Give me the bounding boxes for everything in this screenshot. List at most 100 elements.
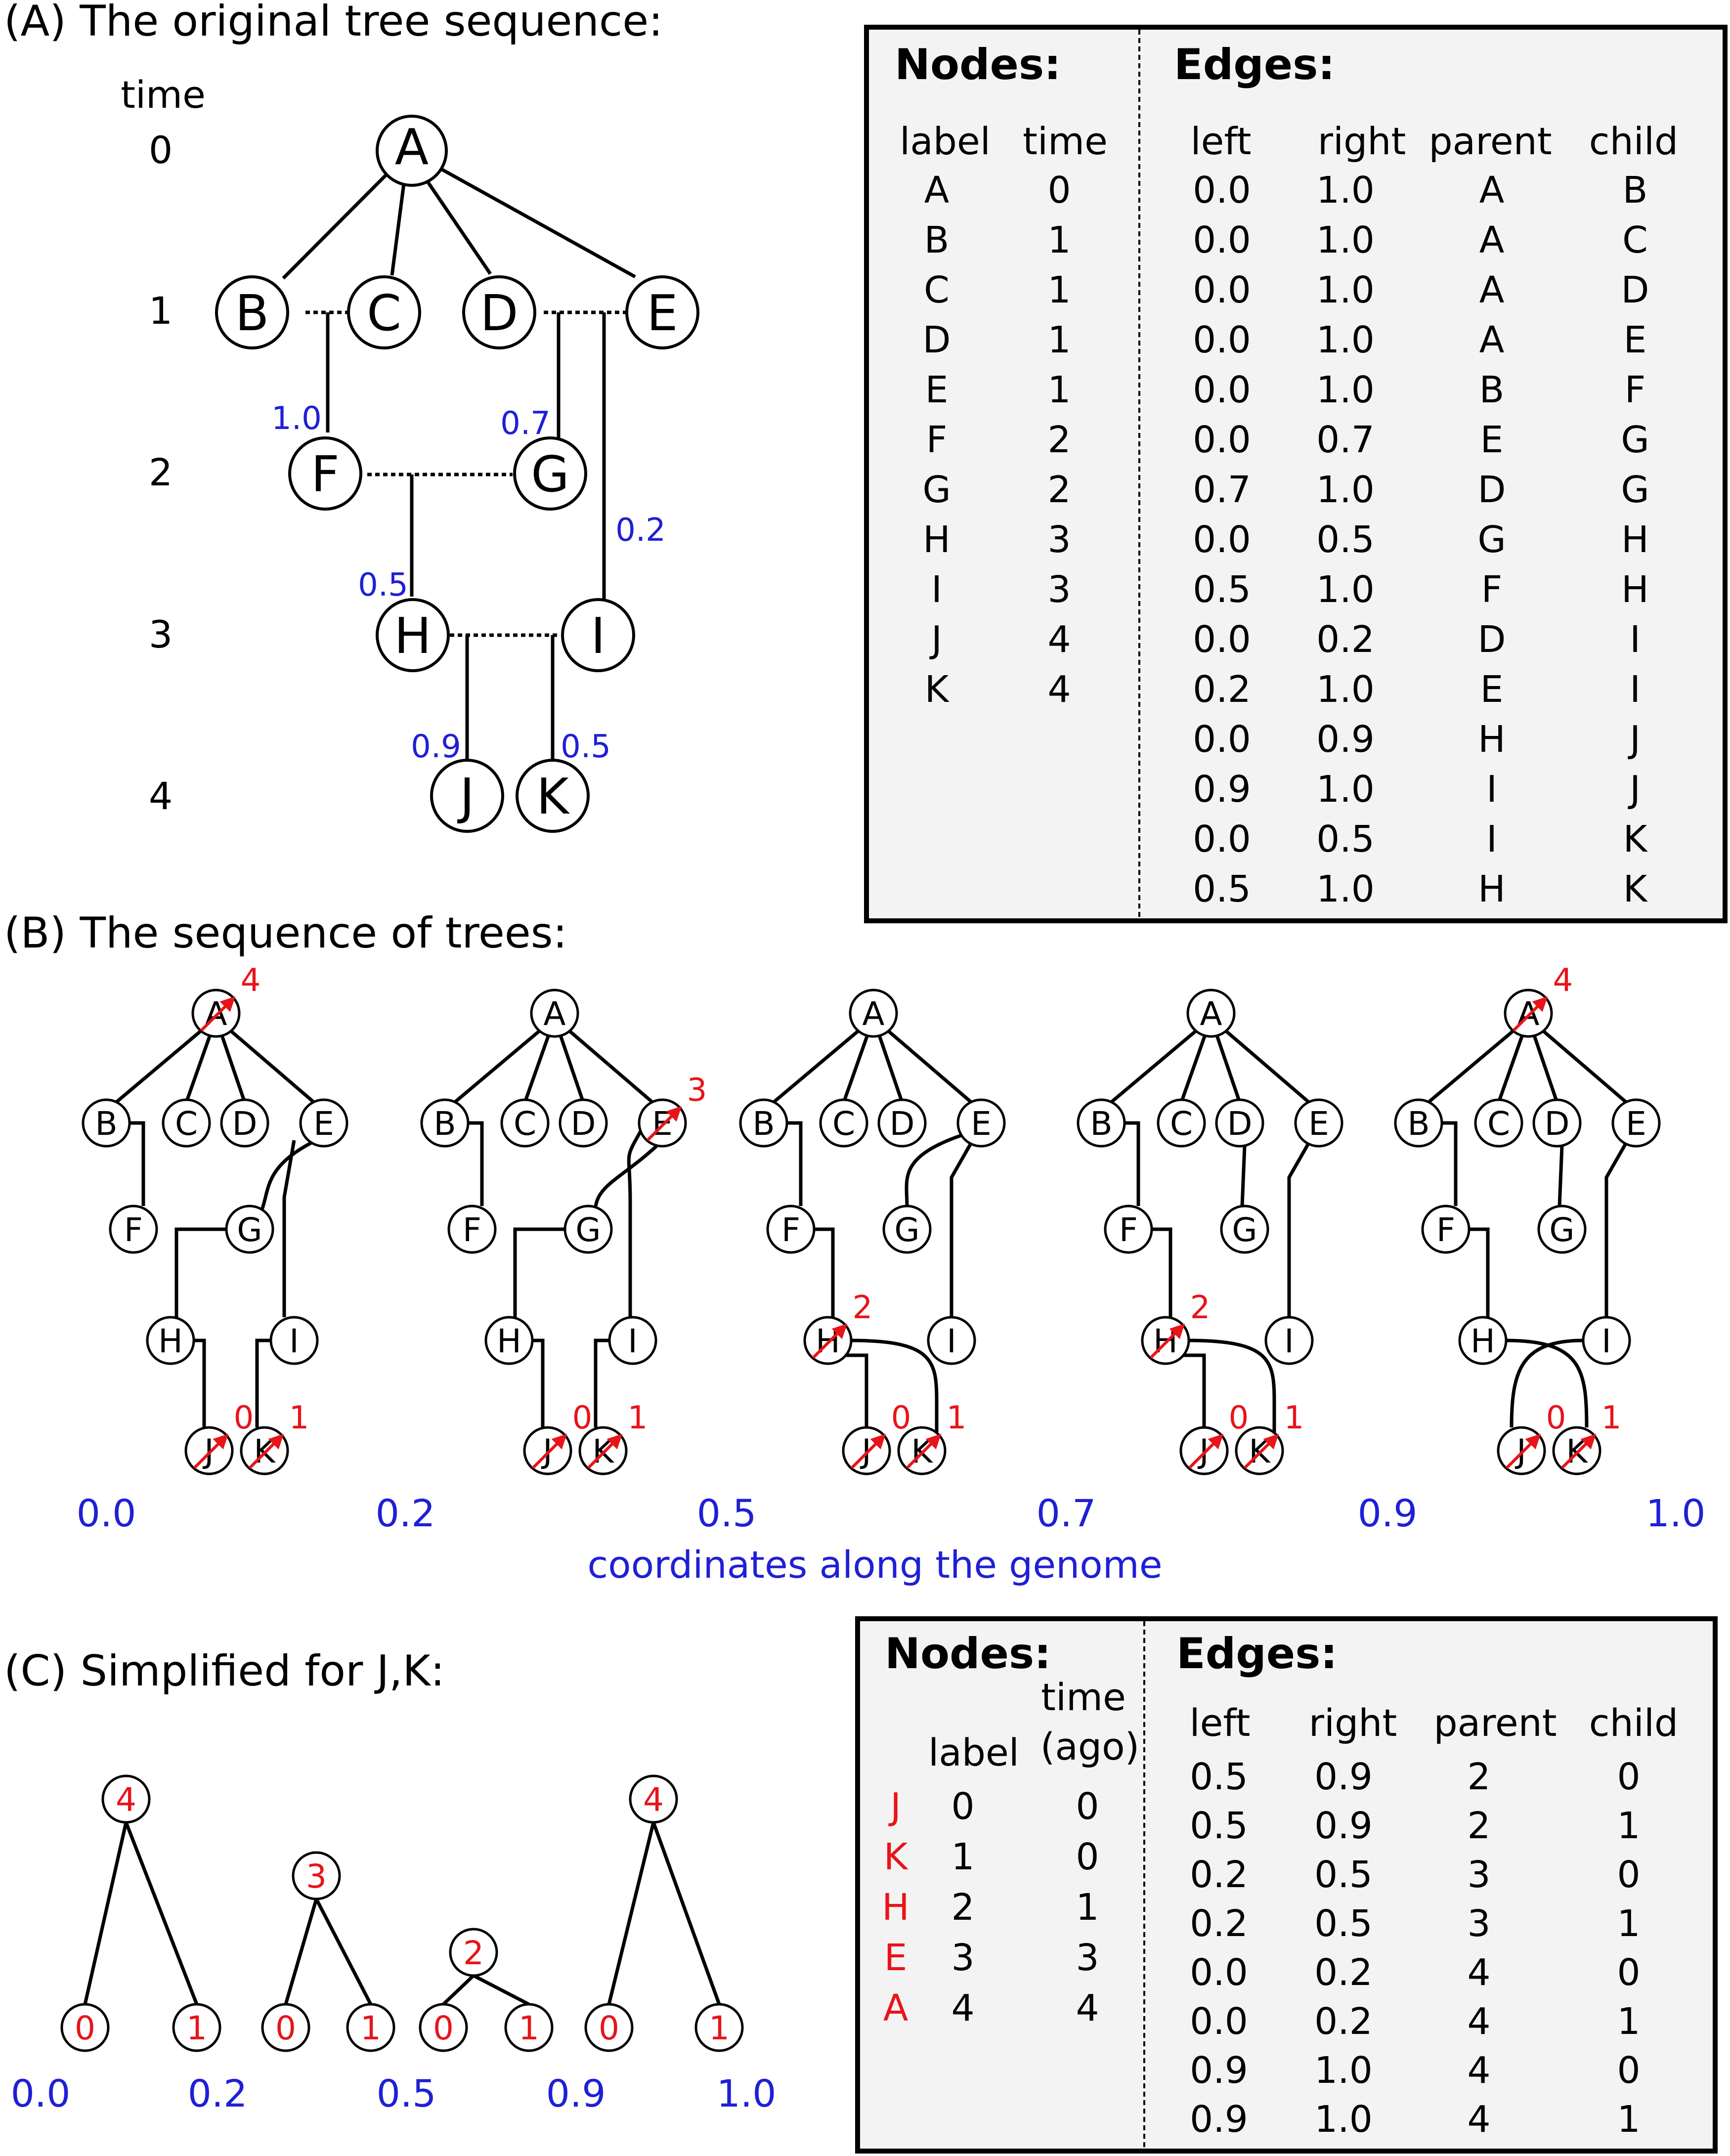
table-cell: I [1630, 618, 1641, 661]
mutation-arrow [1512, 996, 1548, 1032]
tree-edge [607, 1822, 655, 2005]
coordinate-label: 0.5 [377, 2071, 436, 2115]
genome-coordinates: 0.0 0.2 0.5 0.7 0.9 1.0 [77, 1491, 1706, 1535]
node-i: I [561, 598, 635, 672]
table-cell: 0.2 [1314, 2000, 1373, 2043]
tree-node: J [1179, 1426, 1229, 1475]
tree-node: H [1458, 1316, 1508, 1365]
tree-node-label: F [124, 1211, 143, 1249]
tree-node-label: D [890, 1105, 915, 1143]
mutation-label: 0 [1229, 1400, 1249, 1436]
breakpoint-label: 0.5 [561, 729, 611, 765]
column-header: child [1589, 1701, 1678, 1745]
table-cell: 0.0 [1193, 169, 1251, 212]
tree-node: 1 [694, 2003, 744, 2052]
tree-node: 0 [261, 2003, 310, 2052]
table-cell: 3 [1467, 1854, 1490, 1896]
tree-node: G [563, 1205, 613, 1254]
time-label: 4 [149, 774, 173, 818]
table-cell: 4 [1467, 2098, 1490, 2141]
tree-node-label: D [232, 1105, 258, 1143]
table-cell: 0 [1076, 1785, 1099, 1828]
tree-edge [1427, 1017, 1530, 1104]
tree-node: D [559, 1098, 608, 1148]
simplified-tree-3: 20 1 [419, 1928, 554, 2052]
edges-heading: Edges: [1176, 1629, 1338, 1679]
table-cell: 1.0 [1316, 319, 1375, 361]
column-header: label [900, 119, 991, 163]
table-cell: 1 [1617, 1805, 1640, 1847]
mutation-arrow [1188, 1433, 1224, 1469]
tree-node-label: 1 [360, 2009, 381, 2047]
tree-node: C [1474, 1098, 1523, 1148]
table-cell: 0.5 [1190, 1756, 1248, 1798]
table-cell: G [1621, 469, 1649, 511]
mutation-label: 0 [891, 1400, 911, 1436]
table-a: Nodes: Edges: label time left right pare… [864, 25, 1728, 923]
tree-node-label: 0 [433, 2009, 454, 2047]
mutation-arrow [193, 1433, 229, 1469]
table-cell: E [1480, 668, 1504, 711]
tree-edge [553, 1017, 654, 1104]
table-cell: 2 [1467, 1805, 1490, 1847]
node-a: A [376, 115, 448, 187]
tree-node: A [530, 989, 579, 1038]
table-cell: 0.0 [1190, 2000, 1248, 2043]
tree-5: AB C D EF GH IJ K40 1 [1394, 962, 1661, 1475]
tree-node-label: 1 [186, 2009, 207, 2047]
column-header: right [1318, 119, 1406, 163]
table-cell: 0.0 [1193, 518, 1251, 561]
svg-text:D: D [480, 284, 518, 342]
node-j: J [430, 759, 504, 833]
tree-node: 0 [419, 2003, 468, 2052]
table-cell: J [1628, 768, 1641, 811]
table-cell: H [1478, 718, 1506, 761]
tree-edge [814, 1227, 835, 1317]
tree-edge [314, 1898, 373, 2005]
table-cell: G [1621, 419, 1649, 461]
tree-node-label: 3 [306, 1857, 327, 1896]
table-cell: 1 [1617, 2098, 1640, 2141]
column-header: (ago) [1040, 1725, 1140, 1768]
simplified-tree-1: 4 0 1 [60, 1774, 221, 2052]
tree-node: 0 [584, 2003, 634, 2052]
tree-node: J [184, 1426, 234, 1475]
tree-node: D [220, 1098, 269, 1148]
tree-node-label: 0 [75, 2009, 95, 2047]
mutation-arrow [587, 1433, 623, 1469]
table-cell: 0.9 [1193, 768, 1251, 811]
tree-node: H [1141, 1316, 1190, 1365]
table-cell: F [926, 419, 948, 461]
time-label: 1 [149, 289, 173, 333]
node-h: H [376, 598, 450, 672]
breakpoint-labels: 1.0 0.7 0.2 0.5 0.9 0.5 [271, 400, 666, 765]
tree-node-label: I [289, 1322, 299, 1360]
tree-edge [1240, 1146, 1247, 1207]
tree-node-label: C [1487, 1105, 1510, 1143]
tree-node-label: J [1197, 1432, 1209, 1470]
table-cell: 1.0 [1316, 868, 1375, 910]
tree-node: 1 [504, 2003, 554, 2052]
table-cell: A [883, 1987, 908, 2029]
table-cell: 1.0 [1316, 469, 1375, 511]
tree-node: E [638, 1098, 687, 1148]
mutation-arrow [200, 996, 236, 1032]
tree-node-label: D [1227, 1105, 1253, 1143]
table-cell: 3 [1047, 568, 1071, 611]
tree-node-label: G [894, 1211, 919, 1249]
tree-node-label: A [543, 995, 565, 1033]
table-cell: 4 [1047, 618, 1071, 661]
table-cell: A [1479, 269, 1505, 311]
time-label: 3 [149, 612, 173, 656]
mutation-label: 0 [572, 1400, 593, 1436]
table-cell: C [1622, 219, 1648, 261]
nodes-table-rows: A 0 B 1 C 1 D 1 E 1 F 2 G 2 H 3 I 3 J 4 K 4 [922, 169, 1071, 711]
table-cell: A [1479, 319, 1505, 361]
table-cell: 0 [1076, 1836, 1099, 1878]
table-cell: H [1478, 868, 1506, 910]
table-cell: 0.0 [1193, 618, 1251, 661]
table-cell: 0.5 [1316, 518, 1375, 561]
table-cell: 0.7 [1193, 469, 1251, 511]
panel-a-title: (A) The original tree sequence: [4, 0, 663, 46]
table-cell: 4 [1467, 1951, 1490, 1994]
